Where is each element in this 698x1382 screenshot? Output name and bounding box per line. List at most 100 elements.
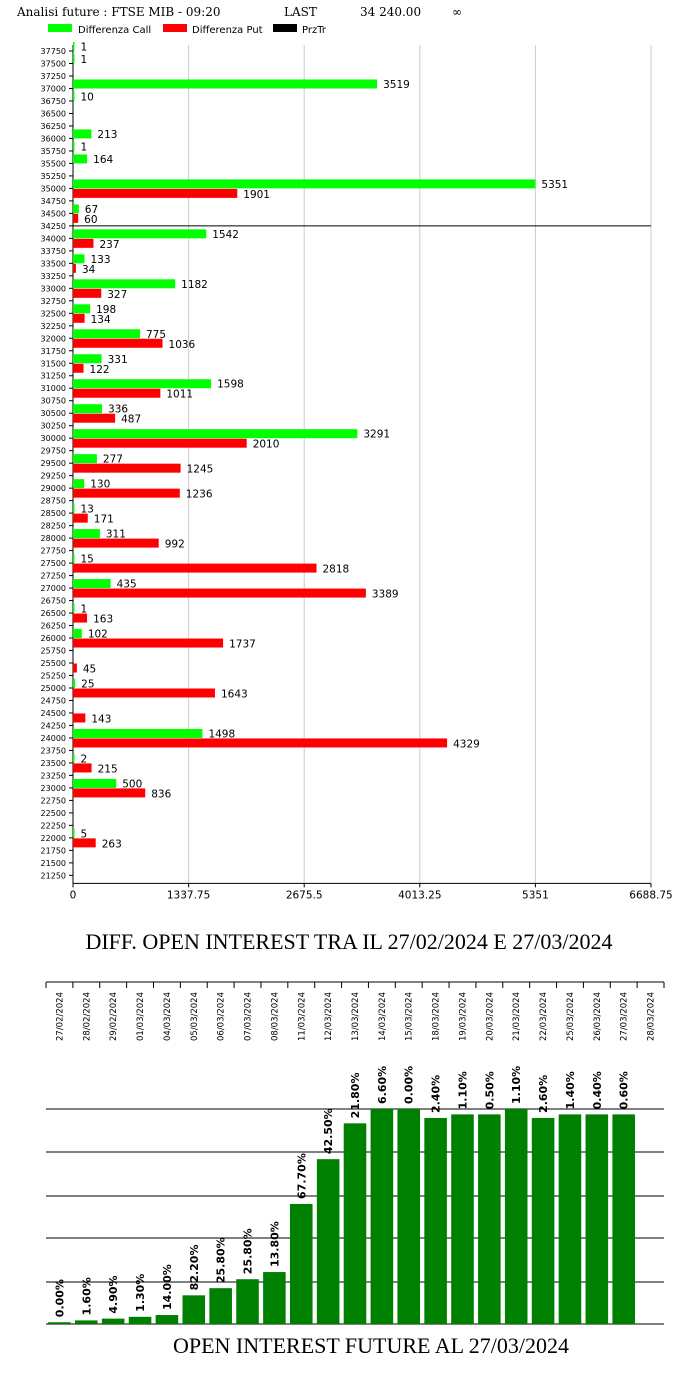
y-tick-label: 25750	[41, 647, 66, 656]
y-tick-label: 21500	[41, 859, 66, 868]
y-tick-label: 23500	[41, 759, 66, 768]
y-tick-label: 29500	[41, 459, 66, 468]
call-value-label: 1598	[217, 379, 244, 391]
call-value-label: 15	[81, 554, 94, 566]
call-bar	[73, 329, 140, 339]
oi-bar	[504, 1109, 528, 1324]
call-bar	[73, 554, 75, 564]
date-label: 05/03/2024	[190, 992, 200, 1041]
call-bar	[73, 778, 117, 788]
put-bar	[73, 513, 88, 523]
put-value-label: 163	[93, 614, 113, 626]
header-symbol: ∞	[452, 5, 462, 19]
oi-bar	[263, 1272, 286, 1324]
y-tick-label: 23000	[41, 784, 66, 793]
y-tick-label: 37000	[41, 84, 66, 93]
date-label: 13/03/2024	[351, 992, 361, 1041]
put-value-label: 1643	[221, 688, 248, 700]
percent-label: 0.00%	[53, 1279, 66, 1317]
call-bar	[73, 479, 85, 489]
call-bar	[73, 304, 91, 314]
call-bar	[73, 91, 75, 101]
put-value-label: 992	[165, 539, 185, 551]
y-tick-label: 25000	[41, 684, 66, 693]
put-value-label: 1901	[243, 189, 270, 201]
percent-label: 42.50%	[322, 1108, 335, 1154]
put-value-label: 327	[107, 289, 127, 301]
oi-bar	[209, 1288, 232, 1324]
x-tick-label: 4013.25	[398, 889, 441, 901]
y-tick-label: 27000	[41, 584, 66, 593]
put-bar	[73, 488, 180, 498]
oi-bar	[558, 1114, 582, 1324]
date-label: 11/03/2024	[297, 992, 307, 1041]
put-bar	[73, 313, 85, 323]
y-tick-label: 28750	[41, 497, 66, 506]
call-value-label: 1182	[181, 279, 208, 291]
y-tick-label: 30500	[41, 409, 66, 418]
call-bar	[73, 728, 203, 738]
y-tick-label: 34500	[41, 209, 66, 218]
call-bar	[73, 379, 212, 389]
percent-label: 1.30%	[134, 1274, 147, 1312]
y-tick-label: 22750	[41, 796, 66, 805]
percent-label: 25.80%	[215, 1237, 228, 1283]
y-tick-label: 26250	[41, 622, 66, 631]
legend-swatch-put	[163, 24, 187, 32]
put-value-label: 237	[99, 239, 119, 251]
put-value-label: 836	[151, 788, 171, 800]
call-value-label: 25	[81, 678, 94, 690]
y-tick-label: 32250	[41, 322, 66, 331]
put-value-label: 1236	[186, 489, 213, 501]
put-value-label: 1245	[187, 464, 214, 476]
header-last-label: LAST	[284, 5, 317, 19]
x-tick-label: 2675.5	[286, 889, 323, 901]
oi-bar	[343, 1123, 367, 1324]
oi-bar	[128, 1316, 152, 1324]
y-tick-label: 24250	[41, 721, 66, 730]
date-label: 27/03/2024	[620, 992, 630, 1041]
call-value-label: 5	[81, 828, 88, 840]
y-tick-label: 28250	[41, 522, 66, 531]
y-tick-label: 36500	[41, 109, 66, 118]
y-tick-label: 26000	[41, 634, 66, 643]
oi-bar	[451, 1114, 474, 1324]
chart2-title: OPEN INTEREST FUTURE AL 27/03/2024	[173, 1333, 569, 1358]
oi-bar	[48, 1322, 71, 1324]
put-bar	[73, 638, 224, 648]
call-bar	[73, 604, 75, 614]
percent-label: 14.00%	[161, 1264, 174, 1310]
call-bar	[73, 129, 92, 139]
y-tick-label: 36000	[41, 134, 66, 143]
y-tick-label: 29250	[41, 472, 66, 481]
call-value-label: 198	[96, 304, 116, 316]
put-bar	[73, 288, 102, 298]
y-tick-label: 31000	[41, 384, 66, 393]
oi-bar	[101, 1318, 125, 1324]
put-value-label: 34	[82, 264, 96, 276]
put-value-label: 2010	[253, 439, 280, 451]
percent-label: 67.70%	[295, 1153, 308, 1199]
call-value-label: 102	[88, 629, 108, 641]
oi-bar	[155, 1315, 179, 1324]
call-bar	[73, 141, 75, 151]
y-tick-label: 31750	[41, 347, 66, 356]
call-bar	[73, 454, 97, 464]
put-value-label: 1737	[229, 639, 256, 651]
call-bar	[73, 42, 75, 51]
oi-bar	[370, 1109, 394, 1324]
date-label: 07/03/2024	[244, 992, 254, 1041]
date-label: 19/03/2024	[458, 992, 468, 1041]
y-tick-label: 29750	[41, 447, 66, 456]
put-value-label: 60	[84, 214, 97, 226]
put-bar	[73, 438, 247, 448]
chart1-title: DIFF. OPEN INTEREST TRA IL 27/02/2024 E …	[85, 929, 612, 954]
legend-swatch-prztr	[273, 24, 297, 32]
date-label: 29/02/2024	[109, 992, 119, 1041]
call-value-label: 277	[103, 454, 123, 466]
oi-bar	[585, 1114, 609, 1324]
call-bar	[73, 79, 378, 89]
date-label: 04/03/2024	[163, 992, 173, 1041]
y-tick-label: 33250	[41, 272, 66, 281]
call-value-label: 1542	[212, 229, 239, 241]
